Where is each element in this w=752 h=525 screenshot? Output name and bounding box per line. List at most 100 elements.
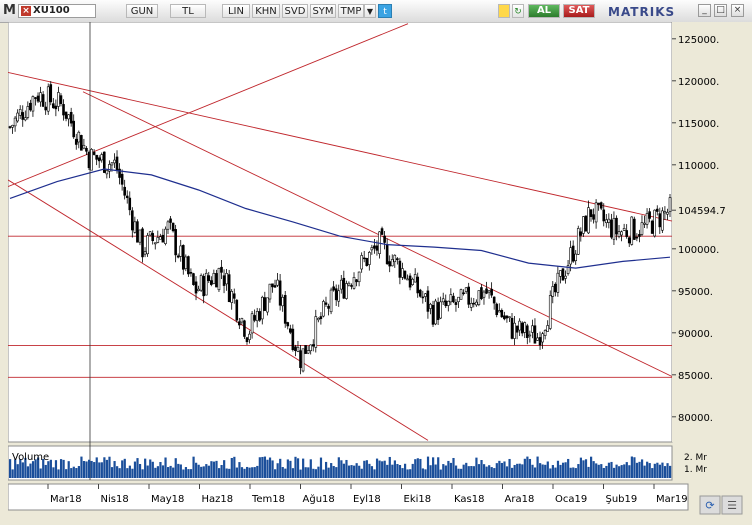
volume-bar: [414, 459, 417, 478]
currency-button[interactable]: TL: [170, 4, 206, 18]
volume-bar: [528, 458, 532, 478]
volume-bar: [75, 468, 78, 478]
y-tick-label: 125000.: [678, 35, 719, 46]
candle-body: [469, 303, 473, 308]
candle-body: [457, 296, 460, 303]
candle-body: [462, 292, 465, 295]
candle-body: [92, 151, 96, 155]
symbol-selector[interactable]: × XU100: [18, 4, 96, 18]
candle-body: [100, 154, 104, 161]
candle-body: [31, 96, 35, 112]
candle-body: [566, 265, 570, 274]
candle-body: [533, 325, 537, 344]
volume-bar: [597, 464, 600, 478]
x-tick-label: Haz18: [202, 494, 234, 505]
volume-bar: [345, 459, 348, 478]
candle-body: [164, 228, 167, 244]
candle-body: [36, 95, 40, 102]
svd-button[interactable]: SVD: [282, 4, 308, 18]
close-symbol-icon[interactable]: ×: [21, 6, 31, 16]
volume-bar: [533, 467, 537, 478]
volume-bar: [539, 463, 542, 478]
volume-bar: [651, 468, 654, 478]
twitter-icon[interactable]: t: [378, 4, 392, 18]
candle-body: [459, 289, 463, 300]
volume-bar: [138, 463, 142, 478]
khn-button[interactable]: KHN: [252, 4, 280, 18]
settings-icon[interactable]: ☰: [721, 495, 743, 515]
minimize-icon[interactable]: _: [698, 4, 711, 17]
price-chart[interactable]: 125000. 120000. 115000. 110000. 104594.7 1000…: [7, 21, 752, 522]
chart-area[interactable]: 125000. 120000. 115000. 110000. 104594.7 1000…: [7, 21, 752, 522]
candle-body: [143, 251, 147, 255]
close-window-icon[interactable]: ×: [731, 4, 744, 17]
sym-button[interactable]: SYM: [310, 4, 336, 18]
candle-body: [561, 268, 565, 281]
x-tick-label: Kas18: [454, 494, 484, 505]
candle-body: [559, 270, 562, 277]
candle-body: [434, 300, 437, 325]
volume-bar: [549, 468, 552, 478]
volume-bar: [669, 465, 672, 478]
candle-body: [146, 235, 149, 255]
candle-body: [538, 337, 542, 346]
volume-bar: [432, 457, 435, 478]
moving-average-line: [9, 168, 671, 269]
candle-body: [41, 94, 45, 107]
volume-bar: [612, 467, 616, 478]
candle-body: [551, 286, 555, 297]
volume-bar: [567, 458, 570, 478]
sync-icon[interactable]: ⟳: [699, 495, 721, 515]
candle-body: [329, 289, 333, 313]
volume-bar: [465, 462, 468, 478]
volume-bar: [266, 459, 269, 478]
volume-bar: [457, 468, 460, 478]
volume-bar: [279, 458, 282, 478]
candle-body: [332, 286, 335, 291]
volume-bar: [559, 464, 562, 478]
sell-button[interactable]: SAT: [563, 4, 595, 18]
volume-bar: [187, 469, 190, 478]
volume-bar: [126, 468, 129, 478]
candle-body: [306, 350, 310, 354]
candle-body: [375, 245, 379, 251]
x-tick-label: Eki18: [404, 494, 432, 505]
candle-body: [352, 277, 356, 289]
volume-bar: [146, 465, 149, 478]
candle-body: [627, 237, 631, 244]
time-axis-panel: [7, 483, 689, 511]
volume-bar: [470, 466, 473, 478]
candle-body: [314, 316, 318, 348]
period-button[interactable]: GUN: [126, 4, 158, 18]
linear-scale-button[interactable]: LIN: [222, 4, 250, 18]
volume-bar: [355, 463, 358, 478]
volume-bar: [228, 468, 231, 478]
volume-bar: [569, 467, 572, 478]
volume-bar: [207, 465, 210, 478]
dropdown-arrow-icon[interactable]: ▼: [364, 4, 376, 18]
candle-body: [612, 218, 616, 240]
volume-bar: [128, 465, 131, 478]
candle-body: [294, 346, 297, 351]
volume-bar: [406, 469, 409, 478]
volume-bar: [477, 464, 481, 478]
candle-body: [23, 117, 27, 121]
volume-bar: [615, 464, 618, 478]
candle-body: [569, 247, 572, 265]
candle-body: [403, 270, 407, 279]
tmp-button[interactable]: TMP: [338, 4, 364, 18]
volume-bar: [396, 464, 399, 478]
volume-bar: [223, 460, 226, 478]
candle-body: [429, 303, 432, 309]
volume-bar: [248, 467, 251, 478]
candle-body: [105, 170, 109, 175]
candle-body: [169, 218, 172, 223]
maximize-icon[interactable]: □: [714, 4, 727, 17]
candle-body: [492, 296, 496, 304]
volume-bar: [536, 456, 539, 478]
note-icon[interactable]: [498, 4, 510, 18]
refresh-icon[interactable]: ↻: [512, 4, 524, 18]
buy-button[interactable]: AL: [528, 4, 560, 18]
candle-body: [301, 348, 305, 372]
volume-bar: [274, 469, 277, 478]
